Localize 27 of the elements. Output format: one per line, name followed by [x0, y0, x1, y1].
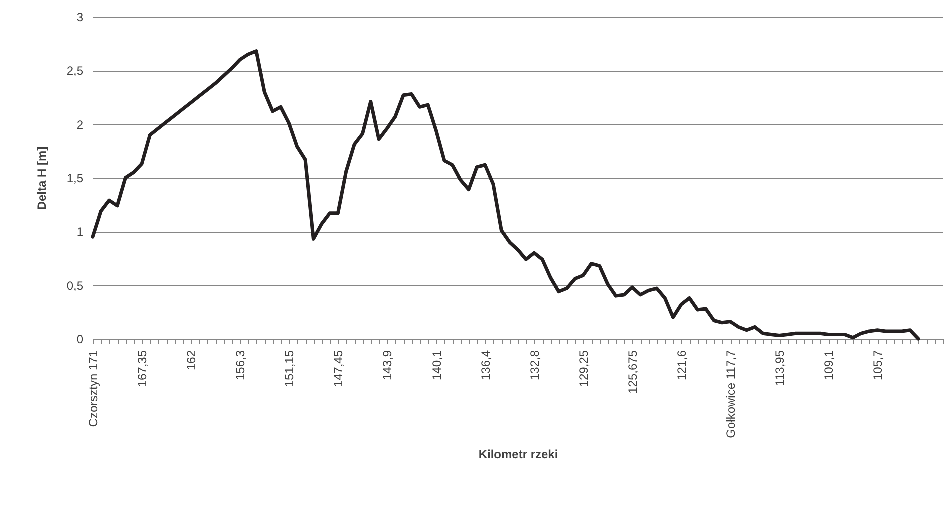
x-tick-label: 125,675 — [626, 350, 640, 394]
y-tick-label: 3 — [76, 10, 84, 24]
x-tick-label: 143,9 — [380, 350, 395, 381]
y-tick-label: 2,5 — [66, 64, 84, 78]
y-tick-label: 1,5 — [66, 172, 84, 186]
y-tick-label: 0 — [76, 332, 84, 346]
x-tick-label: 136,4 — [478, 350, 493, 381]
x-tick-label: 109,1 — [822, 350, 836, 381]
x-tick-label: 167,35 — [136, 350, 150, 388]
x-tick-label: 140,1 — [430, 350, 444, 381]
x-tick-label: Gołkowice 117,7 — [724, 350, 738, 438]
x-tick-label: 105,7 — [871, 350, 886, 381]
y-tick-label: 0,5 — [66, 278, 84, 293]
y-tick-label: 1 — [76, 225, 84, 240]
x-tick-label: 129,25 — [576, 350, 591, 388]
x-tick-label: 151,15 — [282, 350, 297, 388]
x-tick-label: 156,3 — [234, 350, 248, 381]
x-tick-label: 162 — [184, 350, 199, 371]
line-series — [91, 50, 920, 341]
x-tick-label: 132,8 — [528, 350, 542, 381]
x-axis-title: Kilometr rzeki — [478, 448, 558, 462]
x-tick-label: 147,45 — [332, 350, 346, 388]
x-tick-label: 113,95 — [773, 350, 788, 386]
x-tick-label: 121,6 — [674, 350, 689, 381]
y-tick-label: 2 — [76, 118, 84, 132]
y-axis-title: Delta H [m] — [34, 146, 49, 210]
x-tick-label: Czorsztyn 171 — [86, 350, 100, 428]
